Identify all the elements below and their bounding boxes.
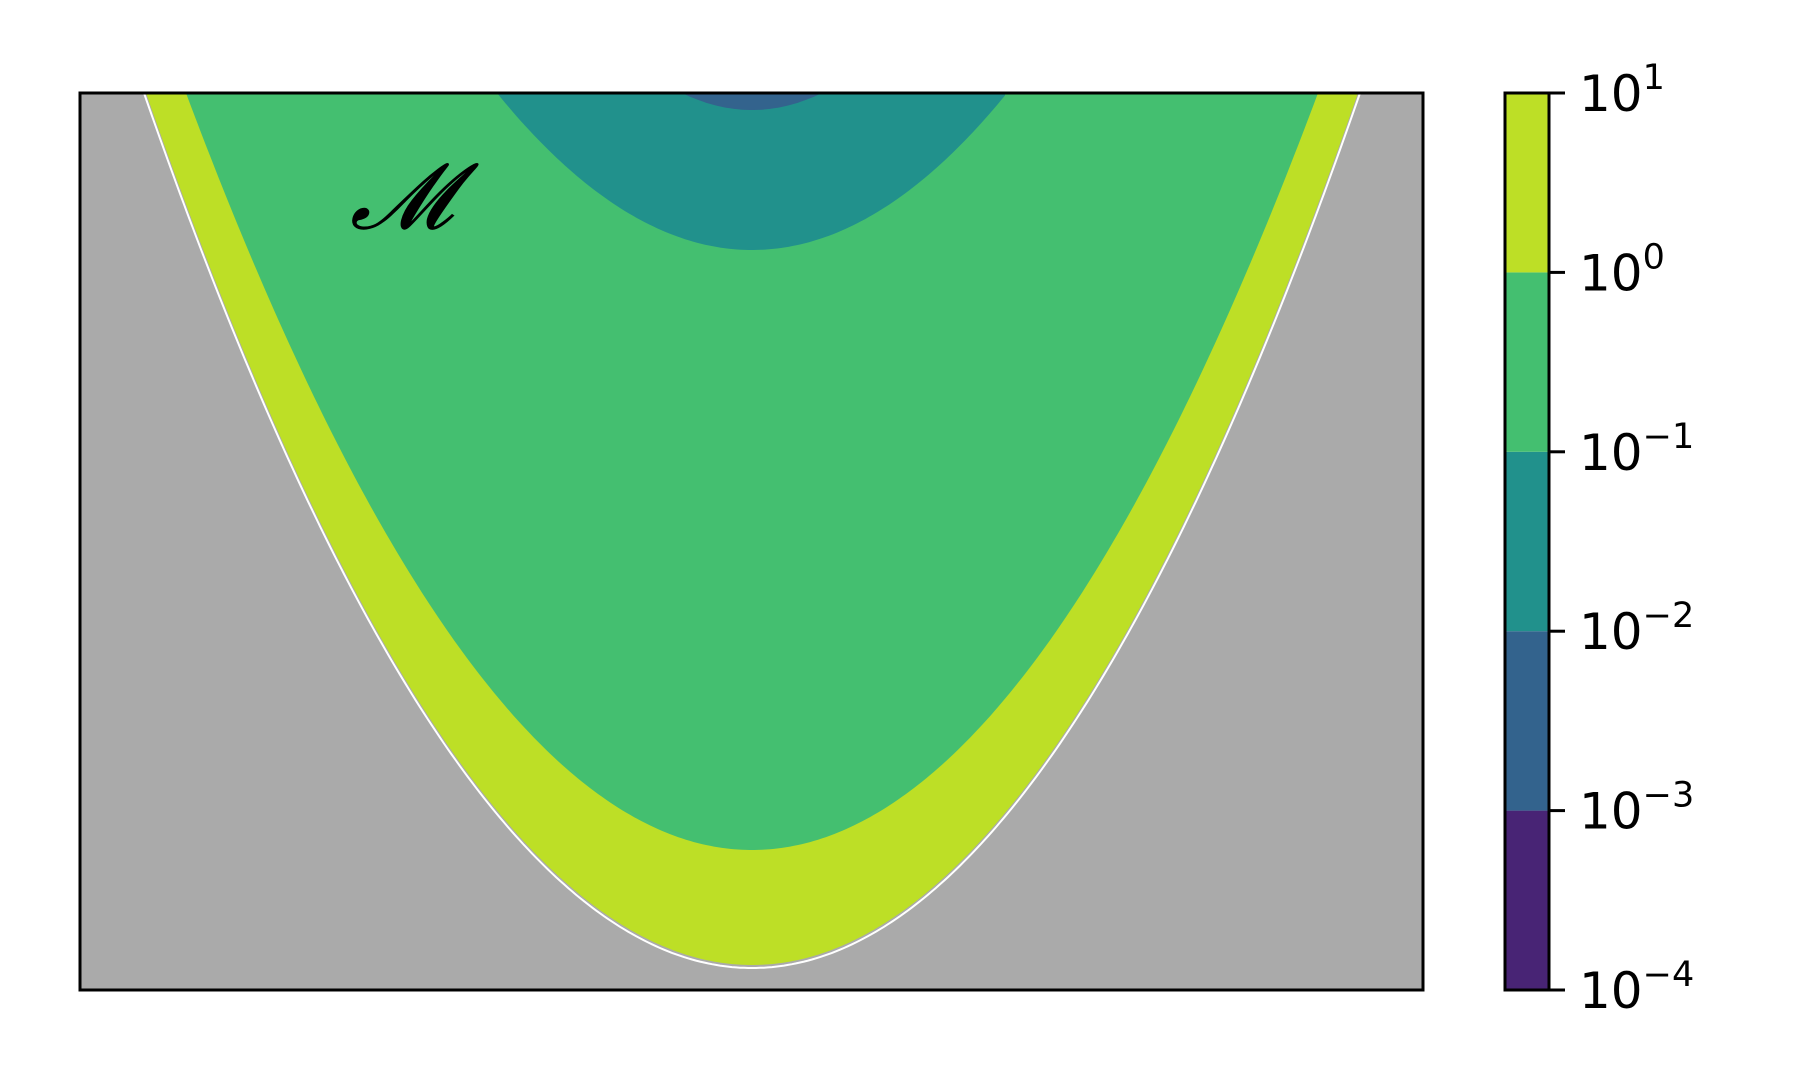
colorbar-band-3 (1505, 272, 1549, 452)
colorbar-band-4 (1505, 93, 1549, 273)
colorbar-bands (1505, 93, 1549, 990)
contour-band-1e-1-1e0 (186, 93, 1318, 850)
colorbar-tick-label: 10−3 (1579, 776, 1694, 841)
colorbar-frame (1503, 91, 1551, 992)
colorbar-tick-label: 10−1 (1579, 417, 1694, 482)
colorbar-ticks: 10−4 10−3 10−2 10−1 100 101 (1549, 58, 1694, 1020)
colorbar-band-1 (1505, 631, 1549, 811)
contour-band-1e-2-1e-1 (497, 93, 1005, 250)
plot-frame (78, 91, 1425, 992)
plot-area: 𝓜 (78, 91, 1425, 992)
contour-regions (143, 93, 1361, 969)
colorbar-band-0 (1505, 810, 1549, 990)
colorbar: 10−4 10−3 10−2 10−1 100 101 (1503, 58, 1694, 1020)
contour-band-1e-3-1e-2 (682, 93, 822, 110)
colorbar-tick-label: 10−4 (1579, 955, 1694, 1020)
colorbar-tick-label: 100 (1579, 237, 1665, 302)
colorbar-band-2 (1505, 451, 1549, 632)
domain-boundary-line (143, 93, 1361, 969)
colorbar-tick-label: 10−2 (1579, 596, 1694, 661)
colorbar-tick-label: 101 (1579, 58, 1665, 123)
